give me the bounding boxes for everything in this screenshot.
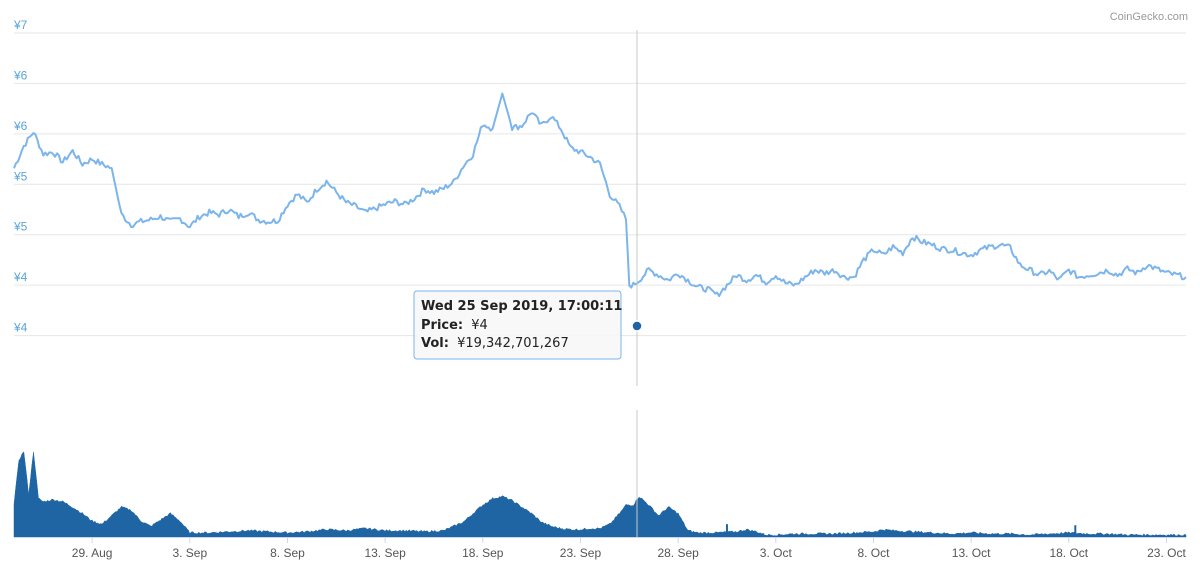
price-line	[13, 92, 1187, 298]
x-tick-label: 18. Sep	[462, 546, 504, 560]
price-y-axis: ¥7 ¥6 ¥6 ¥5 ¥5 ¥4 ¥4	[13, 18, 28, 335]
y-tick-label: ¥6	[13, 68, 28, 82]
price-series	[13, 92, 1187, 298]
volume-series	[13, 451, 1187, 538]
volume-spike	[725, 524, 728, 537]
y-tick-label: ¥4	[13, 321, 28, 335]
x-tick-label: 8. Oct	[857, 546, 890, 560]
y-tick-label: ¥5	[13, 169, 28, 183]
tooltip-vol-line: Vol: ¥19,342,701,267	[421, 336, 569, 351]
y-tick-label: ¥4	[13, 270, 28, 284]
y-tick-label: ¥7	[13, 18, 28, 32]
tooltip-price-label: Price:	[421, 318, 463, 333]
volume-area	[13, 451, 1187, 538]
volume-spike	[1074, 525, 1077, 537]
x-tick-label: 3. Oct	[760, 546, 793, 560]
x-axis: 29. Aug 3. Sep 8. Sep 13. Sep 18. Sep 23. Sep…	[14, 537, 1186, 560]
y-tick-label: ¥6	[13, 119, 28, 133]
tooltip-price-line: Price: ¥4	[421, 318, 488, 333]
tooltip-price-value: ¥4	[471, 318, 488, 333]
x-tick-label: 28. Sep	[657, 546, 699, 560]
x-tick-label: 18. Oct	[1049, 546, 1088, 560]
tooltip-vol-value: ¥19,342,701,267	[457, 336, 569, 351]
x-tick-label: 13. Oct	[952, 546, 991, 560]
tooltip-vol-label: Vol:	[421, 336, 449, 351]
price-grid	[14, 32, 1186, 337]
x-tick-label: 3. Sep	[172, 546, 207, 560]
hover-marker[interactable]	[631, 320, 643, 332]
x-tick-label: 29. Aug	[72, 546, 113, 560]
tooltip-box	[413, 290, 622, 360]
y-tick-label: ¥5	[13, 220, 28, 234]
x-tick-label: 8. Sep	[270, 546, 305, 560]
credit-label[interactable]: CoinGecko.com	[1110, 11, 1188, 23]
tooltip-date: Wed 25 Sep 2019, 17:00:11	[421, 299, 622, 314]
x-tick-label: 23. Oct	[1147, 546, 1186, 560]
x-tick-label: 23. Sep	[560, 546, 602, 560]
tooltip: Wed 25 Sep 2019, 17:00:11 Price: ¥4 Vol:…	[413, 290, 622, 360]
x-tick-label: 13. Sep	[364, 546, 406, 560]
